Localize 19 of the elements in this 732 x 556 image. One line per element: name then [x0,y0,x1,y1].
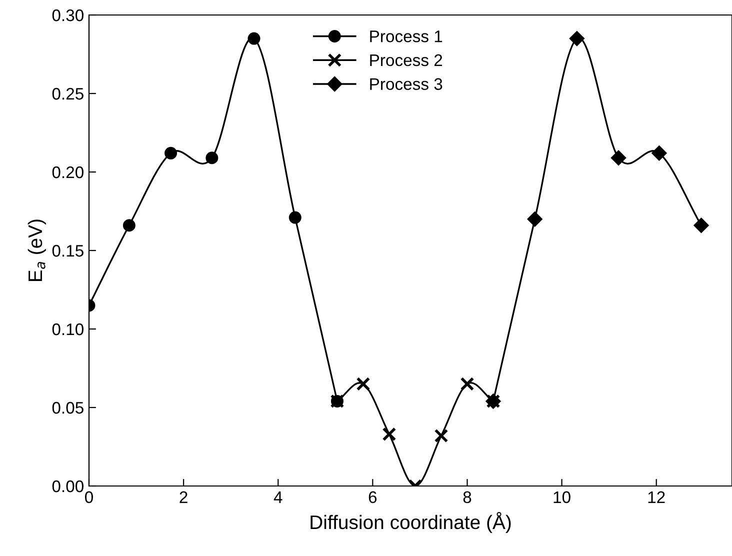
x-tick-label: 4 [274,491,282,503]
x-tick-label: 6 [368,491,377,504]
x-tick-label: 2 [180,491,188,503]
y-tick-label: 0.00 [52,480,84,492]
legend-label: Process 3 [370,78,442,90]
legend-label: Process 1 [370,30,442,42]
y-tick-label: 0.15 [52,244,84,257]
x-axis-title: Diffusion coordinate (Å) [310,512,511,534]
y-tick-label: 0.30 [52,9,84,22]
x-tick-label: 8 [463,491,472,504]
legend-label: Process 2 [370,54,442,66]
y-tick-label: 0.20 [52,166,84,178]
x-tick-label: 0 [85,491,93,504]
y-axis-title: E$_{a}$ (eV) [28,220,46,281]
x-tick-label: 12 [648,491,665,503]
y-tick-label: 0.25 [52,88,84,100]
y-tick-label: 0.10 [52,323,84,336]
y-tick-label: 0.05 [52,402,84,414]
x-tick-label: 10 [554,491,570,504]
